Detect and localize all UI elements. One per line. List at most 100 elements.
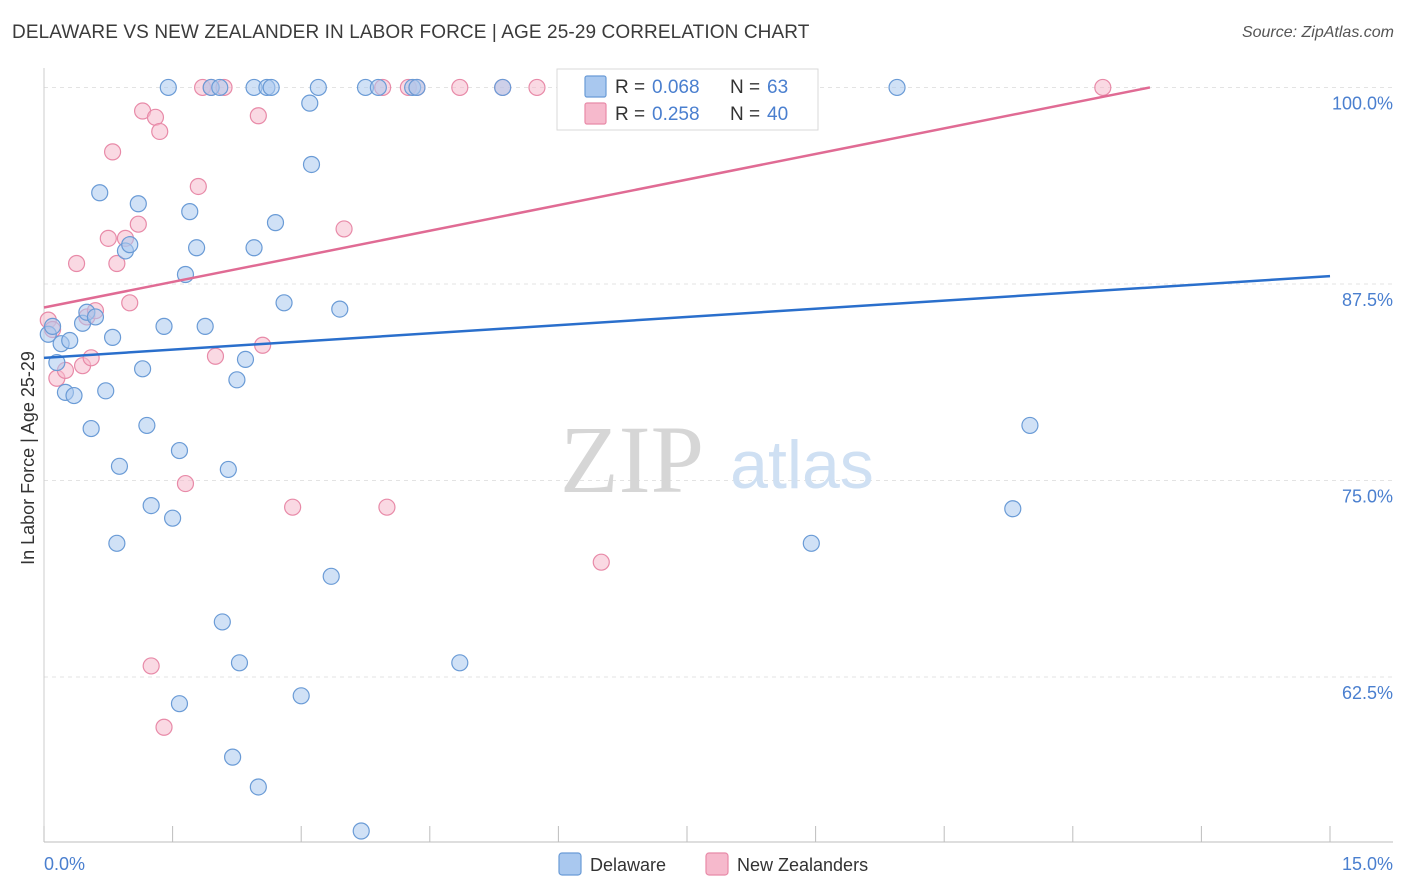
delaware-point bbox=[133, 360, 152, 378]
legend-swatch-new-zealanders bbox=[705, 852, 729, 876]
stats-n-value: 40 bbox=[767, 104, 788, 125]
stats-r-label: R = bbox=[615, 104, 645, 125]
delaware-point bbox=[181, 203, 199, 221]
delaware-point bbox=[121, 236, 139, 254]
delaware-point bbox=[97, 382, 115, 400]
delaware-point bbox=[322, 567, 340, 585]
stats-swatch-delaware bbox=[584, 75, 607, 98]
delaware-point bbox=[249, 778, 267, 796]
new-zealanders-point bbox=[146, 108, 165, 126]
axes bbox=[43, 68, 1393, 843]
delaware-point bbox=[262, 78, 280, 97]
series-delaware-points bbox=[39, 78, 1039, 840]
delaware-point bbox=[110, 457, 129, 475]
delaware-point bbox=[1004, 500, 1022, 518]
legend-label-new-zealanders: New Zealanders bbox=[737, 855, 868, 875]
new-zealanders-point bbox=[451, 78, 469, 97]
delaware-point bbox=[309, 78, 327, 97]
new-zealanders-point bbox=[176, 474, 195, 493]
delaware-point bbox=[188, 239, 206, 257]
y-tick-labels: 100.0% 87.5% 75.0% 62.5% bbox=[1332, 93, 1393, 703]
new-zealanders-point bbox=[528, 78, 546, 97]
new-zealanders-point bbox=[249, 107, 267, 125]
new-zealanders-point bbox=[151, 122, 169, 141]
new-zealanders-point bbox=[67, 254, 86, 273]
new-zealanders-point bbox=[378, 498, 396, 516]
delaware-point bbox=[236, 350, 255, 368]
legend-swatch-delaware bbox=[558, 852, 582, 876]
delaware-point bbox=[196, 317, 214, 335]
delaware-point bbox=[245, 239, 263, 257]
stats-r-label: R = bbox=[615, 77, 645, 98]
delaware-point bbox=[802, 534, 820, 552]
delaware-point bbox=[451, 654, 469, 672]
delaware-point bbox=[301, 94, 319, 112]
delaware-point bbox=[331, 300, 349, 318]
delaware-point bbox=[138, 416, 156, 435]
new-zealanders-point bbox=[99, 229, 117, 247]
bottom-legend: Delaware New Zealanders bbox=[558, 852, 868, 876]
new-zealanders-point bbox=[103, 143, 122, 161]
delaware-point bbox=[1021, 416, 1039, 435]
delaware-point bbox=[91, 184, 109, 202]
delaware-point bbox=[352, 822, 370, 840]
chart-title: DELAWARE VS NEW ZEALANDER IN LABOR FORCE… bbox=[12, 22, 810, 43]
gridlines bbox=[44, 86, 1393, 678]
stats-legend: R = 0.068 N = 63 R = 0.258 N = 40 bbox=[556, 68, 819, 131]
new-zealanders-point bbox=[155, 718, 173, 736]
y-tick-label-87-5: 87.5% bbox=[1342, 290, 1393, 310]
stats-r-value: 0.068 bbox=[652, 77, 700, 98]
delaware-point bbox=[230, 654, 249, 672]
stats-swatch-new-zealanders bbox=[584, 102, 607, 125]
y-tick-label-62-5: 62.5% bbox=[1342, 683, 1393, 703]
delaware-point bbox=[86, 308, 105, 326]
delaware-point bbox=[266, 214, 285, 232]
source-label: Source: ZipAtlas.com bbox=[1241, 24, 1394, 41]
stats-n-label: N = bbox=[730, 77, 760, 98]
delaware-point bbox=[108, 534, 126, 552]
stats-n-label: N = bbox=[730, 104, 760, 125]
x-tick-label-max: 15.0% bbox=[1342, 854, 1393, 874]
delaware-point bbox=[219, 460, 237, 479]
delaware-point bbox=[164, 509, 182, 527]
delaware-point bbox=[211, 78, 229, 97]
new-zealanders-trend-line bbox=[43, 86, 1151, 309]
delaware-point bbox=[155, 317, 173, 335]
delaware-point bbox=[48, 353, 66, 372]
new-zealanders-point bbox=[82, 349, 100, 367]
delaware-point bbox=[888, 78, 906, 97]
delaware-point bbox=[213, 613, 231, 631]
delaware-point bbox=[103, 328, 122, 346]
new-zealanders-point bbox=[1094, 78, 1112, 97]
delaware-point bbox=[65, 386, 83, 405]
new-zealanders-point bbox=[284, 498, 302, 516]
delaware-point bbox=[408, 78, 426, 97]
delaware-point bbox=[129, 195, 147, 213]
delaware-point bbox=[142, 496, 160, 515]
delaware-point bbox=[170, 695, 189, 713]
delaware-point bbox=[224, 748, 242, 766]
delaware-trend-line bbox=[43, 274, 1331, 360]
delaware-point bbox=[494, 78, 512, 97]
stats-r-value: 0.258 bbox=[652, 104, 700, 125]
delaware-point bbox=[159, 78, 177, 97]
delaware-point bbox=[275, 294, 293, 312]
y-tick-label-100: 100.0% bbox=[1332, 93, 1393, 113]
delaware-point bbox=[61, 331, 79, 350]
new-zealanders-point bbox=[142, 657, 160, 675]
delaware-point bbox=[170, 441, 189, 460]
new-zealanders-point bbox=[206, 347, 225, 365]
delaware-point bbox=[82, 419, 100, 438]
new-zealanders-point bbox=[108, 254, 126, 273]
new-zealanders-point bbox=[189, 177, 207, 196]
new-zealanders-point bbox=[129, 215, 147, 233]
delaware-point bbox=[292, 687, 310, 705]
new-zealanders-point bbox=[335, 220, 353, 238]
y-tick-label-75: 75.0% bbox=[1342, 486, 1393, 506]
watermark-zip: ZIP bbox=[560, 406, 704, 513]
delaware-point bbox=[302, 155, 321, 174]
legend-label-delaware: Delaware bbox=[590, 855, 666, 875]
watermark-atlas: atlas bbox=[730, 427, 874, 503]
new-zealanders-point bbox=[592, 553, 610, 571]
